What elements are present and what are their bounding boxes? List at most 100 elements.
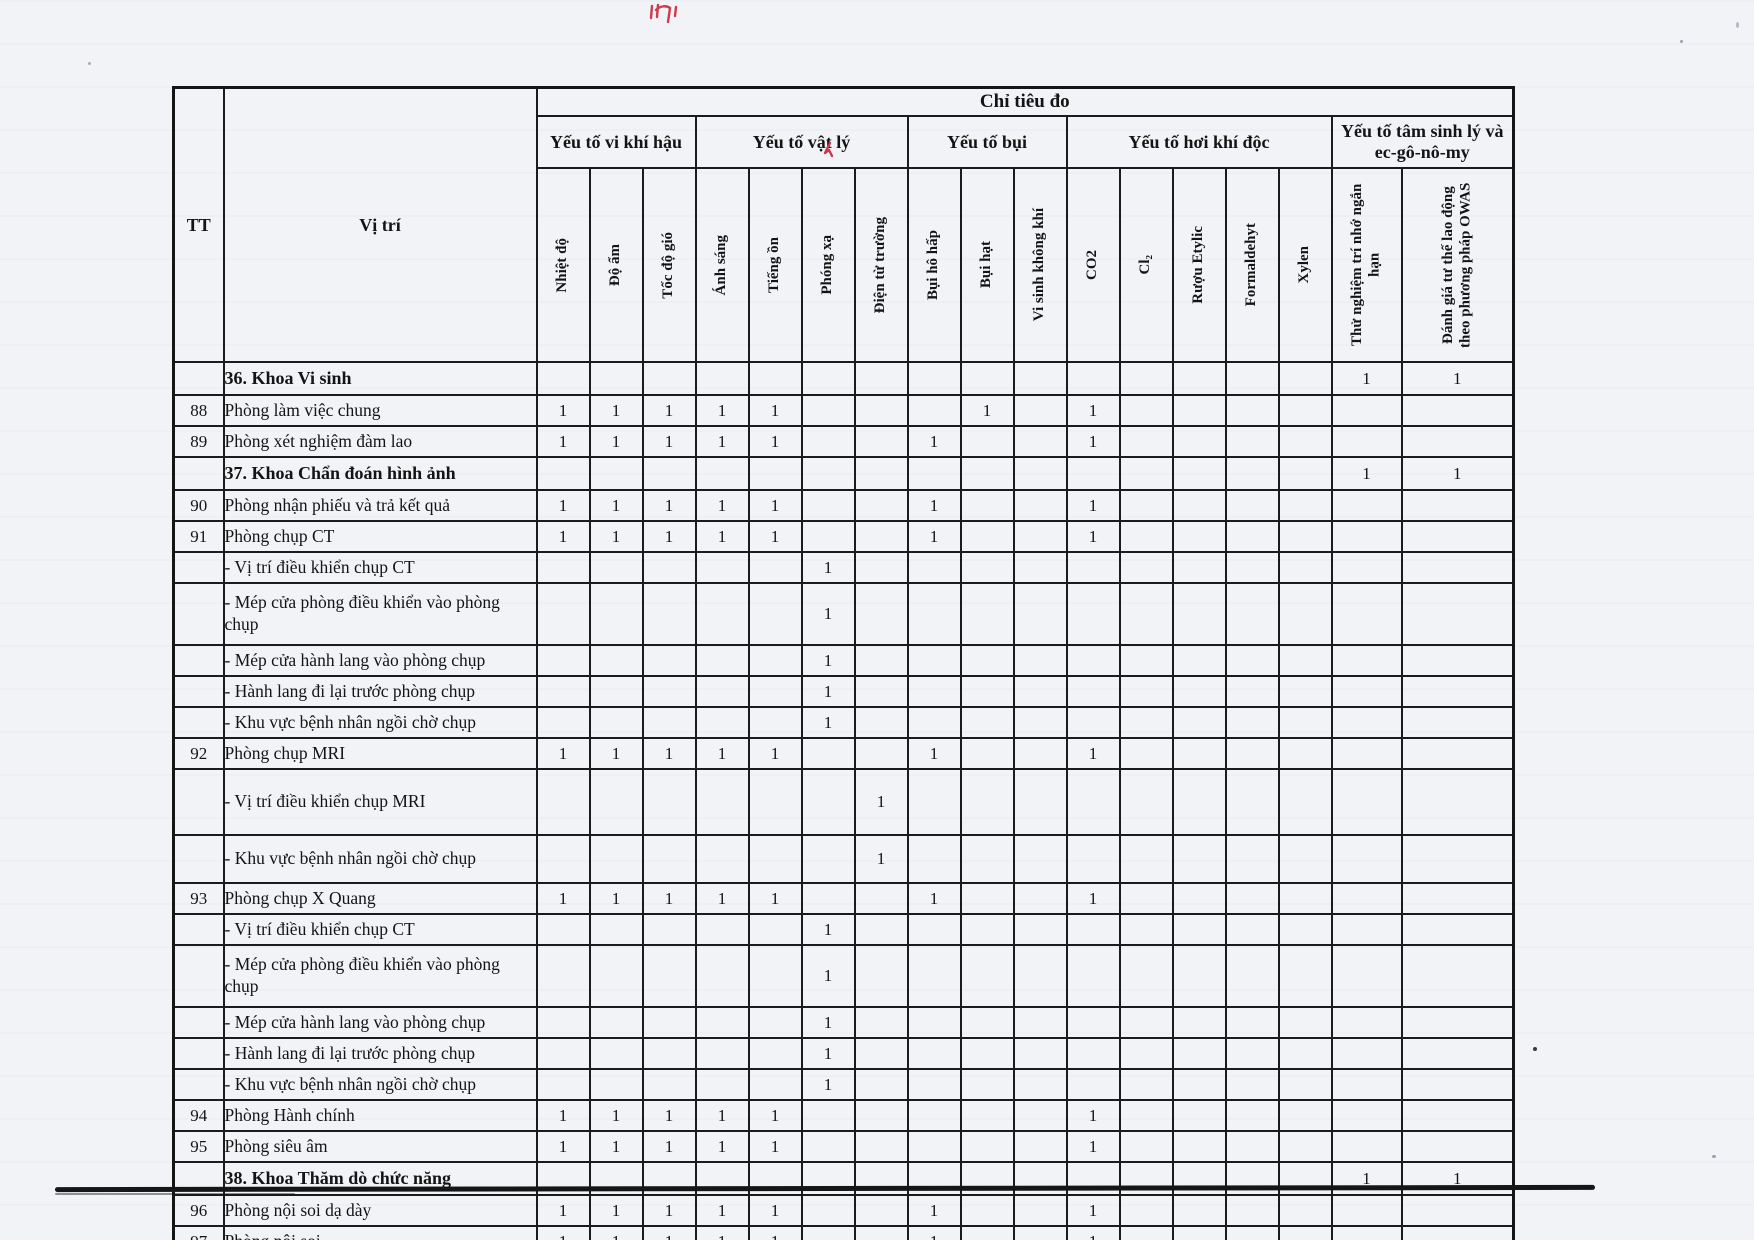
table-row: 36. Khoa Vi sinh 1 1 [172, 361, 1515, 396]
value-cell: 1 [694, 489, 750, 522]
value-cell [853, 675, 909, 708]
value-cell [1065, 582, 1121, 646]
value-cell [535, 913, 591, 946]
value-cell [1065, 768, 1121, 836]
value-cell [535, 675, 591, 708]
value-cell: 1 [800, 582, 856, 646]
column-header-label: Vi sinh không khí [1031, 208, 1048, 322]
value-cell [1118, 582, 1174, 646]
value-cell [535, 644, 591, 677]
value-cell: 1 [535, 520, 591, 553]
value-cell: 1 [800, 551, 856, 584]
value-cell [1400, 1225, 1515, 1240]
value-cell: 1 [694, 882, 750, 915]
value-cell [694, 1037, 750, 1070]
scan-speck [88, 62, 91, 65]
value-cell [959, 644, 1015, 677]
row-number-cell: 89 [172, 425, 225, 458]
location-cell: Phòng Hành chính [222, 1099, 538, 1132]
value-cell [1330, 1037, 1403, 1070]
measured-criteria-header: Chỉ tiêu đo [535, 86, 1515, 117]
value-cell [1277, 768, 1333, 836]
value-cell [1118, 489, 1174, 522]
value-cell: 1 [906, 425, 962, 458]
column-header-label: Độ ẩm [607, 243, 624, 287]
value-cell [1277, 1099, 1333, 1132]
value-cell [1118, 425, 1174, 458]
value-cell [1330, 768, 1403, 836]
value-cell [1400, 675, 1515, 708]
value-cell [1012, 644, 1068, 677]
value-cell [641, 582, 697, 646]
value-cell [1118, 1225, 1174, 1240]
value-cell [1400, 913, 1515, 946]
value-cell [1400, 1037, 1515, 1070]
value-cell [641, 913, 697, 946]
value-cell: 1 [747, 882, 803, 915]
location-cell: Phòng nội soi dạ dày [222, 1194, 538, 1227]
value-cell [1330, 551, 1403, 584]
value-cell [1012, 520, 1068, 553]
location-cell: Phòng nhận phiếu và trả kết quả [222, 489, 538, 522]
group-physical: Yếu tố vật lý [694, 115, 909, 169]
table-row: - Hành lang đi lại trước phòng chụp 1 [172, 675, 1515, 708]
row-number-cell [172, 1006, 225, 1039]
value-cell [1065, 361, 1121, 396]
value-cell [747, 644, 803, 677]
column-header: Tốc độ gió [641, 167, 697, 363]
value-cell: 1 [694, 1225, 750, 1240]
value-cell [1171, 1130, 1227, 1163]
value-cell [1065, 944, 1121, 1008]
group-toxic-gas: Yếu tố hơi khí độc [1065, 115, 1333, 169]
value-cell: 1 [800, 644, 856, 677]
value-cell [1012, 1006, 1068, 1039]
value-cell [1400, 1194, 1515, 1227]
column-header: Độ ẩm [588, 167, 644, 363]
scan-speck [1712, 1155, 1716, 1158]
value-cell [1224, 882, 1280, 915]
row-number-cell [172, 768, 225, 836]
row-number-cell [172, 456, 225, 491]
value-cell: 1 [1065, 882, 1121, 915]
value-cell [1171, 1068, 1227, 1101]
value-cell [694, 456, 750, 491]
value-cell: 1 [747, 520, 803, 553]
value-cell [1277, 1006, 1333, 1039]
value-cell [1330, 1006, 1403, 1039]
value-cell [1400, 834, 1515, 884]
value-cell: 1 [906, 520, 962, 553]
table-row: 91 Phòng chụp CT 1 1 1 1 1 1 1 [172, 520, 1515, 553]
value-cell [1171, 1194, 1227, 1227]
value-cell [1277, 1130, 1333, 1163]
value-cell [1012, 489, 1068, 522]
value-cell [853, 882, 909, 915]
location-cell: - Vị trí điều khiển chụp MRI [222, 768, 538, 836]
value-cell [1118, 1037, 1174, 1070]
row-number-cell: 88 [172, 394, 225, 427]
value-cell [1224, 1194, 1280, 1227]
table-row: 95 Phòng siêu âm 1 1 1 1 1 1 [172, 1130, 1515, 1163]
value-cell [1400, 425, 1515, 458]
value-cell: 1 [641, 489, 697, 522]
value-cell: 1 [535, 882, 591, 915]
value-cell: 1 [588, 1099, 644, 1132]
value-cell: 1 [1065, 425, 1121, 458]
value-cell [1118, 706, 1174, 739]
value-cell: 1 [694, 1130, 750, 1163]
row-number-cell [172, 675, 225, 708]
value-cell: 1 [800, 1006, 856, 1039]
value-cell [1012, 394, 1068, 427]
value-cell [1012, 768, 1068, 836]
table-row: 96 Phòng nội soi dạ dày 1 1 1 1 1 1 1 [172, 1194, 1515, 1227]
value-cell [800, 361, 856, 396]
value-cell [1400, 1068, 1515, 1101]
table-row: 93 Phòng chụp X Quang 1 1 1 1 1 1 1 [172, 882, 1515, 915]
value-cell [535, 706, 591, 739]
value-cell [641, 944, 697, 1008]
value-cell [853, 489, 909, 522]
value-cell [694, 706, 750, 739]
row-number-cell [172, 1068, 225, 1101]
value-cell [906, 768, 962, 836]
column-header-label: Tiếng ồn [766, 237, 783, 293]
value-cell [959, 768, 1015, 836]
